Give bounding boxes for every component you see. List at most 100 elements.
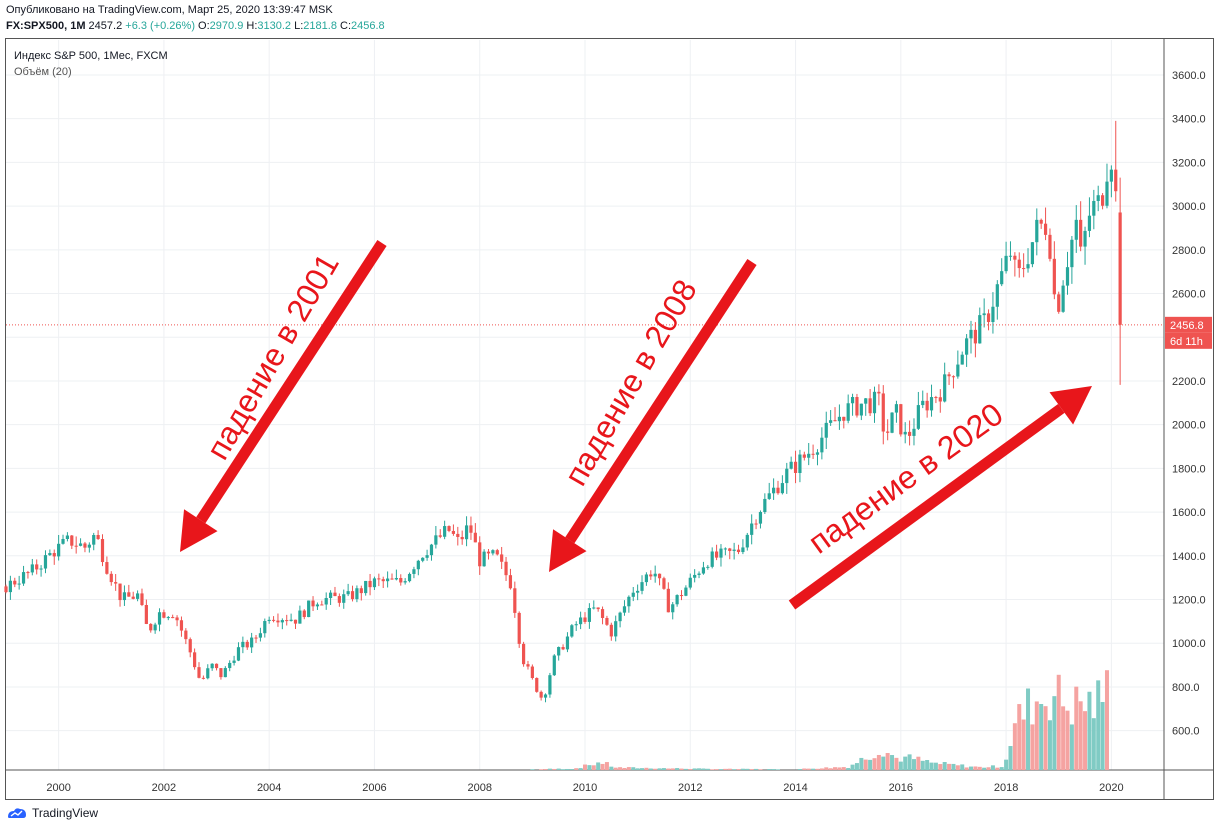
x-tick-label: 2010 [573, 782, 597, 794]
volume-bar [951, 763, 956, 770]
candle-body [982, 313, 986, 316]
open-label: O: [198, 20, 210, 32]
candle-body [991, 306, 995, 323]
candle-body [1070, 239, 1074, 268]
candle-body [1026, 264, 1030, 269]
volume-bar [1078, 701, 1083, 770]
candle-body [153, 624, 157, 631]
candle-body [210, 663, 214, 669]
series-legend-title[interactable]: Индекс S&P 500, 1Мес, FXCM [14, 50, 168, 62]
candle-body [157, 612, 162, 625]
x-tick-label: 2014 [783, 782, 807, 794]
volume-bar [1065, 710, 1070, 770]
candle-body [271, 619, 276, 621]
change-value: +6.3 (+0.26%) [125, 20, 195, 32]
y-tick-label: 3400.0 [1172, 114, 1206, 126]
candle-body [241, 641, 245, 648]
volume-bar [754, 768, 759, 770]
published-caption: Опубликовано на TradingView.com, Март 25… [6, 4, 333, 16]
candle-body [574, 624, 578, 626]
volume-bar [679, 768, 684, 770]
candle-body [1065, 267, 1070, 286]
candle-body [1092, 200, 1096, 216]
candle-body [267, 619, 271, 622]
chart-frame [5, 38, 1214, 800]
candle-body [293, 619, 298, 624]
volume-bar [661, 768, 666, 770]
candle-body [223, 668, 227, 678]
volume-bar [911, 759, 916, 770]
candle-body [381, 579, 385, 582]
footer-brand[interactable]: TradingView [6, 806, 98, 820]
volume-bar [718, 769, 723, 770]
candle-body [736, 549, 741, 553]
price-value: 2457.2 [88, 20, 123, 32]
candle-body [469, 525, 473, 533]
candle-body [13, 580, 17, 585]
candle-body [83, 543, 87, 548]
candle-body [684, 587, 688, 596]
y-tick-label: 3200.0 [1172, 157, 1206, 169]
volume-bar [569, 769, 574, 770]
candle-body [1013, 255, 1017, 260]
candle-body [697, 573, 701, 575]
candle-body [144, 604, 148, 624]
candle-body [109, 573, 113, 583]
volume-legend[interactable]: Объём (20) [14, 66, 72, 78]
candle-body [649, 574, 653, 577]
volume-bar [1056, 674, 1061, 770]
candle-body [570, 625, 574, 637]
candle-body [407, 573, 412, 582]
candle-body [899, 404, 903, 435]
volume-bar [828, 768, 833, 770]
arrow-2001 [180, 239, 387, 552]
volume-bar [705, 768, 710, 770]
candle-body [416, 560, 420, 570]
candle-body [815, 452, 820, 455]
volume-bar [683, 768, 688, 770]
candle-body [1057, 294, 1061, 312]
volume-bar [1017, 704, 1022, 770]
candle-body [214, 663, 219, 669]
volume-bar [797, 768, 802, 770]
candle-body [320, 604, 324, 606]
volume-bar [811, 768, 816, 770]
candle-body [1114, 169, 1118, 192]
candle-body [399, 578, 403, 583]
candle-body [793, 461, 798, 473]
candle-body [473, 532, 477, 543]
volume-bar [723, 768, 728, 770]
candle-body [96, 535, 100, 540]
x-tick-label: 2008 [467, 782, 491, 794]
candle-body [92, 535, 96, 545]
volume-bar [1034, 701, 1039, 770]
candle-body [333, 592, 337, 597]
candle-body [236, 647, 241, 661]
candle-body [337, 596, 341, 603]
candle-body [315, 604, 320, 607]
candle-body [346, 591, 350, 595]
volume-bar [973, 766, 978, 770]
candle-body [811, 453, 815, 455]
volume-bar [1047, 720, 1052, 770]
x-tick-label: 2012 [678, 782, 702, 794]
y-tick-label: 2800.0 [1172, 245, 1206, 257]
y-tick-label: 1800.0 [1172, 463, 1206, 475]
candle-body [386, 578, 390, 582]
candle-body [539, 691, 543, 698]
volume-bar [872, 758, 877, 770]
candle-body [434, 535, 438, 545]
candle-body [579, 617, 583, 625]
candle-body [530, 666, 534, 678]
volume-bar [819, 768, 824, 770]
candle-body [833, 420, 837, 422]
candle-body [1008, 255, 1013, 257]
candle-body [820, 437, 824, 453]
volume-bar [622, 767, 627, 770]
volume-bar [776, 769, 780, 770]
candle-body [829, 420, 833, 423]
volume-bar [1096, 680, 1101, 770]
symbol-label[interactable]: FX:SPX500, 1M [6, 20, 86, 32]
volume-bar [995, 767, 1000, 770]
